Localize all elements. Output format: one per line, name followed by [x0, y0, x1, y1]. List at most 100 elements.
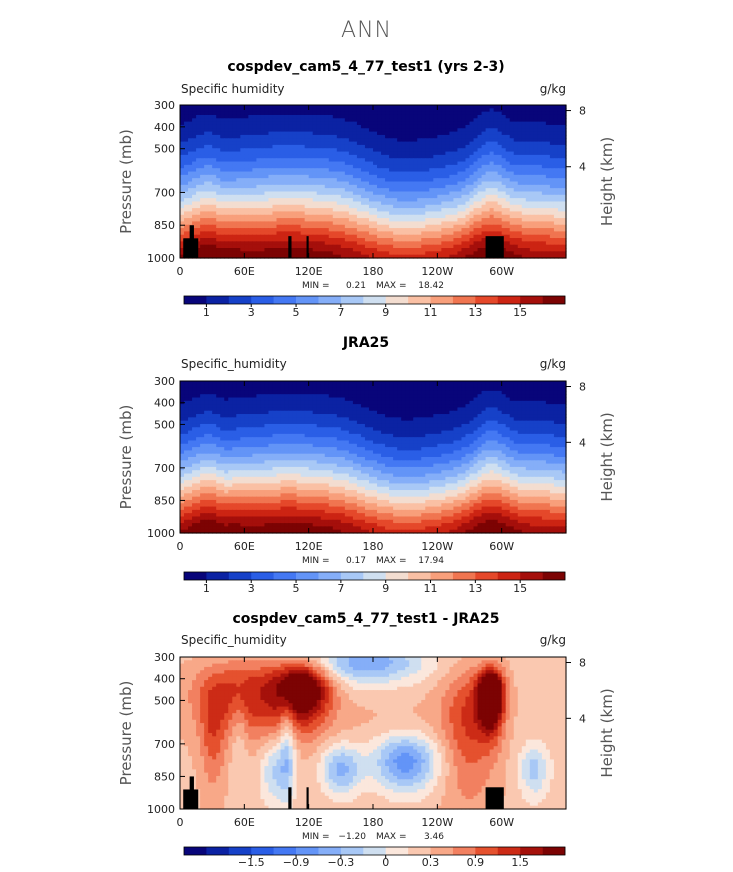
heatmap-cell	[529, 144, 535, 149]
heatmap-cell	[389, 154, 394, 159]
heatmap-cell	[453, 198, 459, 203]
heatmap-cell	[381, 161, 386, 166]
heatmap-cell	[344, 151, 350, 156]
heatmap-cell	[525, 118, 531, 123]
heatmap-cell	[525, 201, 531, 206]
heatmap-cell	[505, 218, 511, 223]
heatmap-cell	[473, 181, 479, 186]
heatmap-cell	[296, 148, 302, 153]
heatmap-cell	[397, 108, 402, 113]
heatmap-cell	[352, 111, 358, 116]
heatmap-cell	[397, 208, 402, 213]
heatmap-cell	[236, 218, 241, 223]
heatmap-cell	[320, 134, 326, 139]
heatmap-cell	[268, 108, 274, 113]
heatmap-cell	[328, 191, 334, 196]
heatmap-cell	[549, 134, 555, 139]
heatmap-cell	[389, 114, 394, 119]
heatmap-cell	[212, 131, 217, 136]
heatmap-cell	[308, 114, 314, 119]
heatmap-cell	[433, 174, 438, 179]
heatmap-cell	[425, 111, 430, 116]
heatmap-cell	[373, 218, 378, 223]
heatmap-cell	[356, 158, 362, 163]
heatmap-cell	[561, 124, 567, 129]
heatmap-cell	[429, 148, 434, 153]
heatmap-cell	[501, 174, 507, 179]
heatmap-cell	[184, 184, 189, 189]
heatmap-cell	[433, 188, 438, 193]
heatmap-cell	[521, 134, 527, 139]
heatmap-cell	[533, 111, 539, 116]
heatmap-cell	[280, 211, 286, 216]
heatmap-cell	[216, 211, 221, 216]
heatmap-cell	[284, 171, 290, 176]
heatmap-cell	[429, 114, 434, 119]
heatmap-cell	[461, 168, 467, 173]
heatmap-cell	[461, 184, 467, 189]
heatmap-cell	[344, 105, 350, 109]
heatmap-cell	[328, 208, 334, 213]
heatmap-cell	[557, 184, 563, 189]
heatmap-cell	[232, 134, 237, 139]
heatmap-cell	[441, 171, 446, 176]
heatmap-cell	[220, 211, 225, 216]
heatmap-cell	[200, 158, 205, 163]
heatmap-cell	[477, 201, 483, 206]
heatmap-cell	[461, 148, 467, 153]
heatmap-cell	[304, 138, 310, 143]
heatmap-cell	[356, 171, 362, 176]
heatmap-cell	[549, 118, 555, 123]
heatmap-cell	[240, 171, 245, 176]
heatmap-cell	[525, 141, 531, 146]
heatmap-cell	[545, 188, 551, 193]
heatmap-cell	[405, 171, 410, 176]
heatmap-cell	[208, 128, 213, 133]
heatmap-cell	[533, 201, 539, 206]
heatmap-cell	[292, 211, 298, 216]
heatmap-cell	[489, 134, 495, 139]
variable-label: Specific humidity	[181, 82, 285, 96]
heatmap-cell	[180, 108, 185, 113]
heatmap-cell	[332, 181, 338, 186]
heatmap-cell	[493, 204, 499, 209]
heatmap-cell	[385, 105, 390, 109]
heatmap-cell	[320, 124, 326, 129]
heatmap-cell	[332, 138, 338, 143]
heatmap-cell	[385, 144, 390, 149]
heatmap-cell	[236, 111, 241, 116]
heatmap-cell	[292, 128, 298, 133]
heatmap-cell	[272, 144, 278, 149]
heatmap-cell	[352, 181, 358, 186]
heatmap-cell	[312, 108, 318, 113]
heatmap-cell	[529, 184, 535, 189]
heatmap-cell	[549, 158, 555, 163]
heatmap-cell	[537, 161, 543, 166]
heatmap-cell	[344, 144, 350, 149]
heatmap-cell	[256, 111, 262, 116]
heatmap-cell	[381, 105, 386, 109]
heatmap-cell	[473, 134, 479, 139]
heatmap-cell	[196, 178, 201, 183]
heatmap-cell	[421, 124, 426, 129]
colorbar-swatch	[542, 296, 566, 304]
heatmap-cell	[413, 131, 418, 136]
heatmap-cell	[204, 171, 209, 176]
heatmap-cell	[244, 204, 249, 209]
heatmap-cell	[545, 148, 551, 153]
heatmap-cell	[276, 211, 282, 216]
heatmap-cell	[192, 174, 197, 179]
heatmap-cell	[212, 194, 217, 199]
heatmap-cell	[457, 128, 463, 133]
heatmap-cell	[417, 161, 422, 166]
heatmap-cell	[413, 178, 418, 183]
heatmap-cell	[473, 218, 479, 223]
heatmap-cell	[445, 198, 450, 203]
heatmap-cell	[441, 181, 446, 186]
heatmap-cell	[441, 188, 446, 193]
heatmap-cell	[268, 138, 274, 143]
heatmap-cell	[276, 161, 282, 166]
heatmap-cell	[204, 111, 209, 116]
heatmap-cell	[260, 201, 266, 206]
